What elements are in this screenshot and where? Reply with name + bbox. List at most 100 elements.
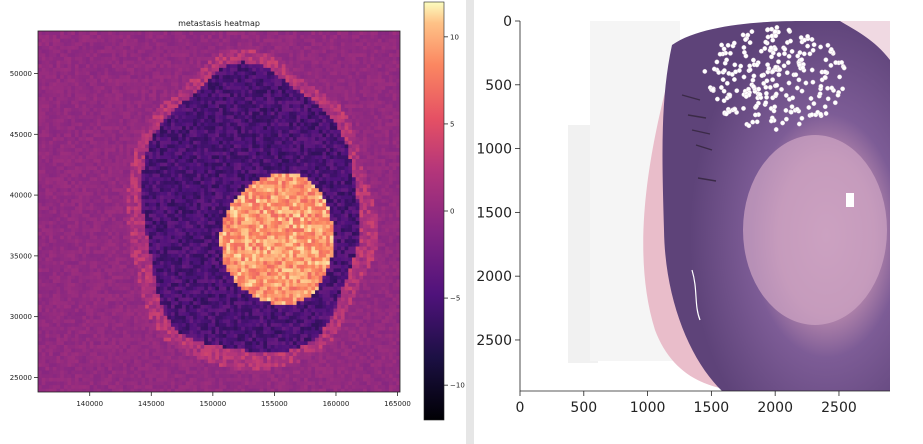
- heatmap-cell: [78, 260, 83, 265]
- heatmap-cell: [141, 355, 146, 360]
- heatmap-cell: [126, 370, 131, 375]
- heatmap-cell: [134, 78, 139, 83]
- heatmap-cell: [134, 100, 139, 105]
- heatmap-cell: [111, 278, 116, 284]
- heatmap-cell: [108, 311, 113, 316]
- heatmap-cell: [60, 278, 65, 284]
- heatmap-cell: [41, 74, 46, 79]
- heatmap-cell: [41, 381, 46, 386]
- heatmap-cell: [134, 107, 139, 112]
- heatmap-cell: [71, 326, 76, 331]
- heatmap-cell: [156, 388, 161, 392]
- heatmap-cell: [71, 333, 76, 338]
- heatmap-cell: [170, 158, 176, 163]
- heatmap-cell: [78, 103, 83, 108]
- heatmap-cell: [74, 89, 80, 94]
- heatmap-cell: [159, 381, 164, 386]
- heatmap-cell: [204, 165, 209, 170]
- heatmap-cell: [100, 227, 105, 232]
- heatmap-cell: [215, 275, 220, 280]
- heatmap-cell: [49, 202, 54, 207]
- heatmap-cell: [148, 246, 153, 251]
- heatmap-cell: [100, 359, 105, 364]
- heatmap-cell: [67, 45, 72, 50]
- heatmap-cell: [182, 191, 187, 196]
- heatmap-cell: [74, 293, 80, 298]
- heatmap-cell: [182, 180, 187, 185]
- heatmap-cell: [130, 144, 135, 149]
- heatmap-cell: [137, 293, 142, 298]
- heatmap-cell: [196, 293, 201, 298]
- heatmap-cell: [196, 384, 201, 389]
- heatmap-cell: [86, 286, 91, 291]
- heatmap-cell: [189, 220, 194, 225]
- heatmap-cell: [204, 187, 209, 192]
- heatmap-cell: [63, 257, 68, 262]
- heatmap-cell: [185, 340, 190, 345]
- heatmap-cell: [178, 319, 183, 324]
- heatmap-cell: [156, 322, 161, 327]
- heatmap-cell: [104, 384, 109, 389]
- heatmap-cell: [185, 133, 190, 138]
- heatmap-cell: [78, 180, 83, 185]
- heatmap-cell: [126, 264, 131, 269]
- heatmap-cell: [167, 82, 172, 87]
- heatmap-cell: [156, 333, 161, 338]
- heatmap-cell: [71, 111, 76, 116]
- heatmap-cell: [167, 56, 172, 61]
- heatmap-cell: [74, 184, 80, 189]
- heatmap-cell: [145, 151, 150, 156]
- heatmap-cell: [156, 100, 161, 105]
- heatmap-cell: [200, 45, 205, 50]
- heatmap-cell: [167, 227, 172, 232]
- heatmap-cell: [134, 195, 139, 200]
- heatmap-cell: [174, 344, 179, 349]
- heatmap-cell: [211, 213, 216, 218]
- heatmap-cell: [86, 100, 91, 105]
- heatmap-cell: [122, 311, 128, 316]
- heatmap-cell: [49, 370, 54, 375]
- heatmap-cell: [219, 337, 224, 342]
- heatmap-cell: [82, 264, 87, 269]
- heatmap-cell: [215, 129, 220, 134]
- heatmap-cell: [111, 52, 116, 57]
- heatmap-cell: [189, 326, 194, 331]
- heatmap-cell: [111, 333, 116, 338]
- heatmap-cell: [134, 373, 139, 378]
- heatmap-cell: [122, 144, 128, 149]
- heatmap-cell: [196, 38, 201, 43]
- heatmap-cell: [130, 249, 135, 254]
- heatmap-cell: [104, 282, 109, 287]
- heatmap-cell: [86, 264, 91, 269]
- heatmap-cell: [89, 60, 94, 65]
- heatmap-cell: [56, 140, 61, 145]
- heatmap-cell: [126, 52, 131, 57]
- heatmap-cell: [93, 330, 98, 335]
- heatmap-cell: [111, 253, 116, 258]
- heatmap-cell: [130, 56, 135, 61]
- heatmap-cell: [148, 311, 153, 316]
- heatmap-cell: [200, 373, 205, 378]
- heatmap-cell: [93, 246, 98, 251]
- heatmap-cell: [134, 176, 139, 181]
- heatmap-cell: [204, 220, 209, 225]
- heatmap-cell: [207, 41, 213, 46]
- heatmap-cell: [93, 359, 98, 364]
- heatmap-cell: [71, 165, 76, 170]
- heatmap-cell: [185, 162, 190, 167]
- heatmap-cell: [56, 41, 61, 46]
- heatmap-cell: [159, 260, 164, 265]
- heatmap-cell: [130, 162, 135, 167]
- heatmap-cell: [137, 384, 142, 389]
- heatmap-cell: [182, 165, 187, 170]
- heatmap-cell: [141, 260, 146, 265]
- heatmap-cell: [82, 326, 87, 331]
- heatmap-cell: [52, 351, 57, 356]
- heatmap-cell: [56, 206, 61, 211]
- heatmap-cell: [141, 311, 146, 316]
- heatmap-cell: [148, 220, 153, 225]
- heatmap-cell: [56, 89, 61, 94]
- heatmap-cell: [126, 129, 131, 134]
- heatmap-cell: [219, 158, 224, 163]
- heatmap-cell: [49, 198, 54, 203]
